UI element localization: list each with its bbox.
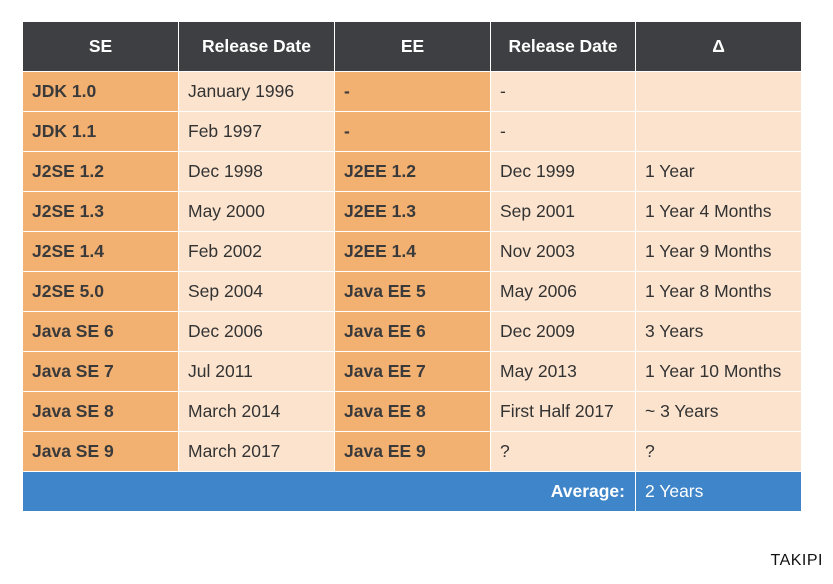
header-ee-release-date: Release Date bbox=[490, 21, 636, 72]
delta-cell: 3 Years bbox=[635, 311, 802, 352]
table-row: Java SE 8 March 2014 Java EE 8 First Half 2… bbox=[22, 391, 802, 432]
delta-cell: 1 Year bbox=[635, 151, 802, 192]
header-se: SE bbox=[22, 21, 179, 72]
ee-release-date-cell: - bbox=[490, 71, 636, 112]
delta-cell: ~ 3 Years bbox=[635, 391, 802, 432]
delta-cell: 1 Year 8 Months bbox=[635, 271, 802, 312]
delta-cell bbox=[635, 111, 802, 152]
average-row: Average: 2 Years bbox=[22, 471, 802, 512]
table-row: Java SE 9 March 2017 Java EE 9?? bbox=[22, 431, 802, 472]
header-se-release-date: Release Date bbox=[178, 21, 335, 72]
table-row: J2SE 1.3 May 2000 J2EE 1.3 Sep 2001 1 Year 4… bbox=[22, 191, 802, 232]
delta-cell: 1 Year 4 Months bbox=[635, 191, 802, 232]
ee-version-cell: Java EE 8 bbox=[334, 391, 491, 432]
se-version-cell: Java SE 6 bbox=[22, 311, 179, 352]
se-release-date-cell: Feb 1997 bbox=[178, 111, 335, 152]
ee-release-date-cell: May 2013 bbox=[490, 351, 636, 392]
ee-release-date-cell: Sep 2001 bbox=[490, 191, 636, 232]
average-value: 2 Years bbox=[635, 471, 802, 512]
se-version-cell: Java SE 9 bbox=[22, 431, 179, 472]
se-version-cell: Java SE 7 bbox=[22, 351, 179, 392]
ee-version-cell: Java EE 6 bbox=[334, 311, 491, 352]
ee-release-date-cell: - bbox=[490, 111, 636, 152]
se-version-cell: JDK 1.1 bbox=[22, 111, 179, 152]
delta-cell bbox=[635, 71, 802, 112]
ee-version-cell: Java EE 9 bbox=[334, 431, 491, 472]
se-release-date-cell: Feb 2002 bbox=[178, 231, 335, 272]
ee-version-cell: Java EE 5 bbox=[334, 271, 491, 312]
ee-release-date-cell: Dec 2009 bbox=[490, 311, 636, 352]
header-delta: Δ bbox=[635, 21, 802, 72]
table-row: JDK 1.1 Feb 1997- - bbox=[22, 111, 802, 152]
ee-version-cell: - bbox=[334, 111, 491, 152]
takipi-brand: TAKIPI bbox=[770, 552, 823, 569]
ee-version-cell: J2EE 1.3 bbox=[334, 191, 491, 232]
header-ee: EE bbox=[334, 21, 491, 72]
delta-cell: 1 Year 9 Months bbox=[635, 231, 802, 272]
delta-cell: 1 Year 10 Months bbox=[635, 351, 802, 392]
se-release-date-cell: March 2014 bbox=[178, 391, 335, 432]
se-version-cell: Java SE 8 bbox=[22, 391, 179, 432]
java-release-table: SE Release Date EE Release Date Δ JDK 1.… bbox=[22, 21, 802, 512]
ee-version-cell: J2EE 1.2 bbox=[334, 151, 491, 192]
ee-version-cell: - bbox=[334, 71, 491, 112]
se-release-date-cell: Dec 2006 bbox=[178, 311, 335, 352]
se-release-date-cell: Dec 1998 bbox=[178, 151, 335, 192]
se-release-date-cell: January 1996 bbox=[178, 71, 335, 112]
ee-version-cell: J2EE 1.4 bbox=[334, 231, 491, 272]
ee-version-cell: Java EE 7 bbox=[334, 351, 491, 392]
ee-release-date-cell: First Half 2017 bbox=[490, 391, 636, 432]
se-release-date-cell: March 2017 bbox=[178, 431, 335, 472]
average-label: Average: bbox=[22, 471, 636, 512]
table-row: J2SE 5.0 Sep 2004 Java EE 5 May 2006 1 Year … bbox=[22, 271, 802, 312]
se-release-date-cell: Jul 2011 bbox=[178, 351, 335, 392]
ee-release-date-cell: Nov 2003 bbox=[490, 231, 636, 272]
delta-cell: ? bbox=[635, 431, 802, 472]
se-version-cell: JDK 1.0 bbox=[22, 71, 179, 112]
header-row: SE Release Date EE Release Date Δ bbox=[22, 21, 802, 72]
se-version-cell: J2SE 1.2 bbox=[22, 151, 179, 192]
table-row: J2SE 1.2 Dec 1998 J2EE 1.2 Dec 1999 1 Year bbox=[22, 151, 802, 192]
se-version-cell: J2SE 1.4 bbox=[22, 231, 179, 272]
table-row: Java SE 7 Jul 2011 Java EE 7 May 2013 1 Year… bbox=[22, 351, 802, 392]
ee-release-date-cell: ? bbox=[490, 431, 636, 472]
table-row: JDK 1.0 January 1996- - bbox=[22, 71, 802, 112]
table-row: J2SE 1.4 Feb 2002 J2EE 1.4 Nov 2003 1 Year 9… bbox=[22, 231, 802, 272]
ee-release-date-cell: Dec 1999 bbox=[490, 151, 636, 192]
ee-release-date-cell: May 2006 bbox=[490, 271, 636, 312]
se-release-date-cell: Sep 2004 bbox=[178, 271, 335, 312]
se-release-date-cell: May 2000 bbox=[178, 191, 335, 232]
se-version-cell: J2SE 5.0 bbox=[22, 271, 179, 312]
table-row: Java SE 6 Dec 2006 Java EE 6 Dec 2009 3 Year… bbox=[22, 311, 802, 352]
se-version-cell: J2SE 1.3 bbox=[22, 191, 179, 232]
